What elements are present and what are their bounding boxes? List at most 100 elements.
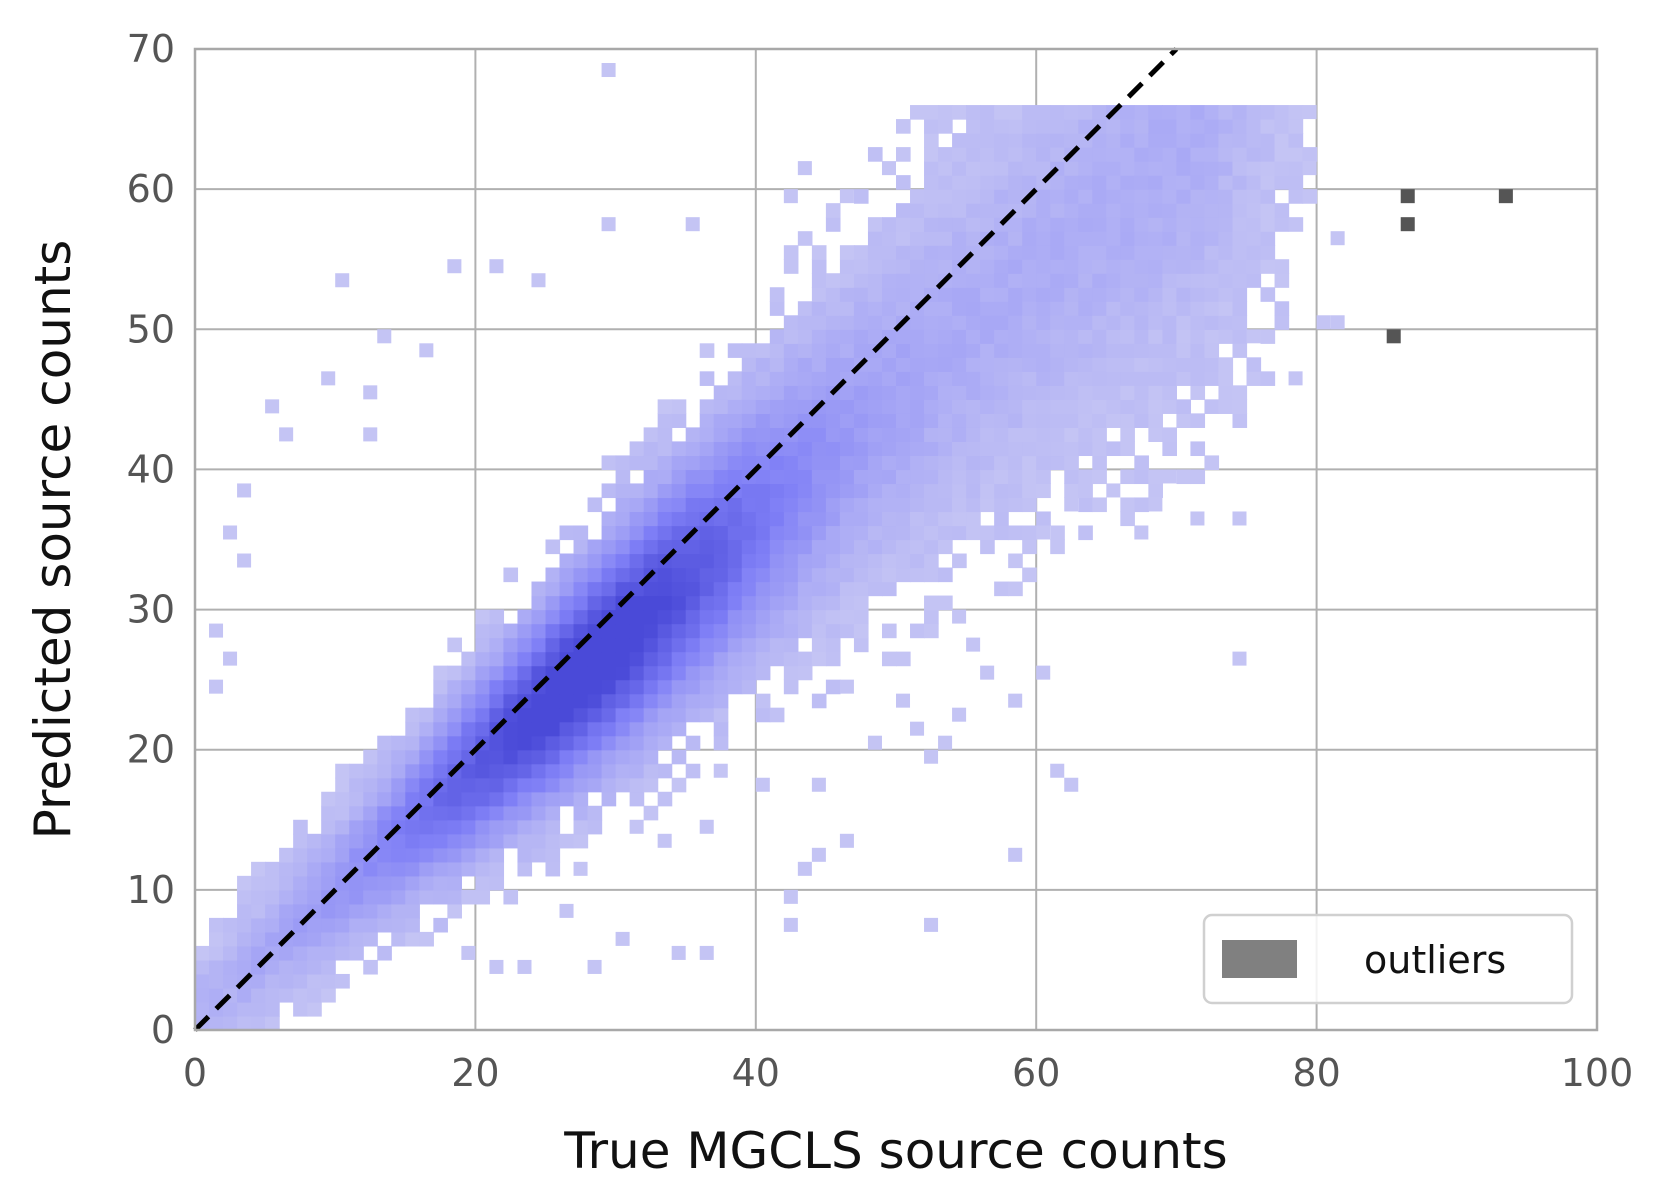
hist-cell	[896, 371, 911, 386]
hist-cell	[952, 161, 967, 176]
hist-cell	[811, 623, 827, 639]
hist-cell	[1092, 357, 1107, 372]
hist-cell	[223, 1015, 238, 1031]
hist-cell	[1078, 497, 1093, 513]
hist-cell	[489, 609, 505, 625]
hist-cell	[1260, 133, 1276, 148]
hist-cell	[1288, 217, 1304, 232]
hist-cell	[363, 861, 378, 877]
hist-cell	[896, 175, 911, 190]
hist-cell	[559, 777, 575, 793]
hist-cell	[1232, 133, 1248, 148]
hist-cell	[1022, 203, 1037, 218]
hist-cell-sparse	[1162, 469, 1177, 484]
hist-cell	[671, 665, 687, 681]
hist-cell	[307, 833, 322, 849]
hist-cell	[1008, 133, 1023, 148]
hist-cell	[783, 497, 799, 513]
hist-cell	[896, 469, 911, 485]
hist-cell	[896, 259, 911, 274]
hist-cell	[1106, 371, 1121, 386]
hist-cell	[1204, 259, 1220, 274]
hist-cell	[671, 511, 687, 527]
hist-cell-sparse	[811, 847, 826, 862]
hist-cell	[321, 861, 336, 877]
hist-cell	[755, 595, 771, 611]
hist-cell	[209, 1015, 224, 1031]
hist-cell	[1106, 189, 1121, 204]
y-tick-label-2: 20	[127, 728, 175, 772]
hist-cell	[699, 567, 715, 583]
hist-cell	[783, 315, 799, 330]
hist-cell	[461, 679, 476, 695]
hist-cell	[910, 553, 925, 569]
hist-cell	[293, 931, 308, 947]
hist-cell	[1302, 147, 1318, 162]
identity-reference-line	[193, 47, 1179, 1032]
hist-cell	[671, 567, 687, 583]
hist-cell	[237, 987, 252, 1003]
hist-cell	[1120, 469, 1135, 485]
hist-cell	[741, 511, 757, 527]
hist-cell	[867, 301, 883, 316]
hist-cell	[867, 315, 883, 330]
hist-cell	[657, 511, 673, 527]
hist-cell	[1064, 399, 1079, 414]
hist-cell	[251, 1001, 266, 1017]
hist-cell	[517, 749, 533, 765]
hist-cell	[867, 399, 883, 414]
hist-cell	[531, 833, 547, 849]
hist-cell	[713, 469, 729, 485]
hist-cell	[447, 665, 462, 681]
hist-cell	[1022, 427, 1037, 442]
hist-cell	[881, 483, 897, 499]
hist-cell	[1106, 301, 1121, 316]
hist-cell	[279, 945, 294, 961]
hist-cell	[910, 455, 925, 471]
hist-cell	[783, 455, 799, 471]
hist-cell	[1162, 399, 1177, 414]
hist-cell	[1232, 245, 1248, 260]
hist-cell	[1218, 301, 1234, 316]
hist-cell	[1232, 161, 1248, 176]
hist-cell	[797, 525, 813, 541]
hist-cell	[223, 973, 238, 989]
hist-cell	[910, 357, 925, 372]
hist-cell	[1232, 203, 1248, 218]
hist-cell	[952, 329, 967, 344]
hist-cell	[1120, 413, 1135, 428]
hist-cell	[966, 511, 981, 527]
hist-cell	[811, 609, 827, 625]
hist-cell	[1148, 483, 1163, 499]
hist-cell	[1064, 455, 1079, 471]
hist-cell	[1036, 161, 1051, 176]
hist-cell	[475, 637, 491, 653]
hist-cell	[1120, 385, 1135, 400]
hist-cell	[419, 819, 434, 835]
hist-cell	[489, 665, 505, 681]
hist-cell	[1008, 497, 1023, 513]
hist-cell	[391, 805, 406, 821]
hist-cell	[924, 413, 939, 428]
hist-cell	[811, 455, 827, 471]
hist-cell	[433, 735, 448, 751]
hist-cell	[896, 301, 911, 316]
hist-cell-sparse	[1008, 693, 1023, 708]
hist-cell	[797, 665, 813, 681]
hist-cell	[1036, 469, 1051, 485]
hist-cell	[1078, 301, 1093, 316]
hist-cell	[867, 245, 883, 260]
hist-cell	[1190, 105, 1206, 120]
hist-cell	[363, 777, 378, 793]
hist-cell	[1274, 315, 1290, 330]
hist-cell	[797, 371, 813, 386]
hist-cell	[433, 861, 448, 877]
hist-cell	[405, 903, 420, 919]
hist-cell	[1106, 161, 1121, 176]
hist-cell	[994, 385, 1009, 400]
hist-cell	[1176, 259, 1192, 274]
hist-cell	[1036, 217, 1051, 232]
hist-cell	[587, 749, 603, 765]
hist-cell	[1050, 343, 1065, 358]
hist-cell	[797, 315, 813, 330]
